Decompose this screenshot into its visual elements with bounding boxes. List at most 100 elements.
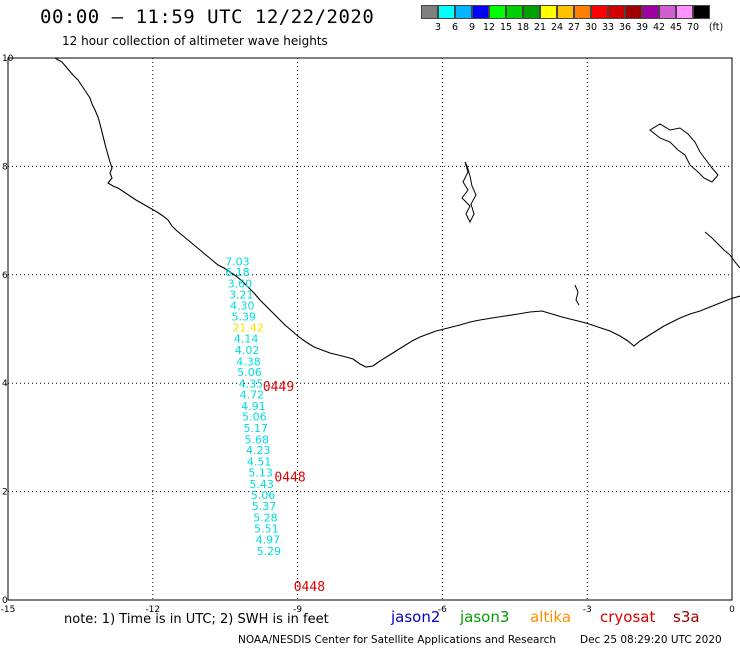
footer-credit: NOAA/NESDIS Center for Satellite Applica… [238,634,556,646]
legend-tick-label: 33 [601,22,615,33]
wave-height-value: 4.30 [230,299,255,312]
legend-tick-label: 9 [468,22,476,33]
wave-height-value: 21.42 [232,322,264,335]
legend-swatch [676,5,693,19]
legend-swatch [455,5,472,19]
legend-tick-label: 18 [516,22,530,33]
inland-river-outline [649,123,719,183]
wave-height-value: 5.06 [242,411,266,424]
legend-tick-label: 3 [434,22,442,33]
y-tick-label: 10 [2,54,14,64]
satellite-name-cryosat: cryosat [600,608,656,626]
y-tick-label: 6 [2,271,8,281]
wave-height-value: 3.60 [228,277,253,290]
legend-tick-label: 36 [618,22,632,33]
wave-height-value: 5.68 [245,433,269,446]
legend-unit: (ft) [708,22,724,33]
legend-swatch [472,5,489,19]
legend-tick-label: 42 [652,22,666,33]
legend-tick-label: 24 [550,22,564,33]
footer-timestamp: Dec 25 08:29:20 UTC 2020 [580,634,722,646]
satellite-name-s3a: s3a [673,608,700,626]
legend-swatch [625,5,642,19]
legend-swatch [489,5,506,19]
wave-height-value: 5.17 [244,422,268,435]
legend-tick-label: 15 [499,22,513,33]
pass-time-label: 0449 [263,380,294,395]
satellite-name-jason2: jason2 [391,608,441,626]
wave-height-value: 5.29 [257,545,282,558]
wave-height-value: 5.06 [237,366,262,379]
page-title: 00:00 – 11:59 UTC 12/22/2020 [40,6,375,28]
west-africa-coastline [54,57,740,368]
legend-swatch [574,5,591,19]
wave-height-value: 5.43 [249,478,273,491]
page-subtitle: 12 hour collection of altimeter wave hei… [62,34,328,48]
map-grid [7,57,733,601]
axis-labels: -15 -12 -9 -6 -3 0 0 2 4 6 8 10 [1,54,735,615]
x-tick-label: -9 [293,605,302,615]
wave-height-value: 4.23 [246,444,270,457]
legend-ticks: 3 6 9 12 15 18 21 24 27 30 33 36 39 42 45 70 (ft) [421,22,723,36]
legend-swatch [438,5,455,19]
y-tick-label: 2 [2,488,8,498]
wave-height-value: 4.38 [236,355,261,368]
legend-tick-label: 27 [567,22,581,33]
legend-swatch [557,5,574,19]
x-tick-label: -3 [583,605,592,615]
x-tick-label: -15 [1,605,16,615]
wave-height-value: 5.13 [248,466,272,479]
legend-swatch [642,5,659,19]
map-frame [7,57,733,601]
wave-height-value: 5.28 [253,511,278,524]
legend-tick-label: 6 [451,22,459,33]
legend-swatch [540,5,557,19]
legend-tick-label: 12 [482,22,496,33]
wave-height-value: 5.06 [251,489,275,502]
wave-height-value: 5.51 [254,522,279,535]
lake-volta-outline [461,161,477,224]
wave-height-value: 3.21 [229,289,254,302]
satellite-name-altika: altika [530,608,572,626]
color-legend: 3 6 9 12 15 18 21 24 27 30 33 36 39 42 45 70 (ft) [421,5,723,36]
legend-swatch [421,5,438,19]
y-tick-label: 8 [2,162,8,172]
legend-tick-label: 39 [635,22,649,33]
wave-height-value: 4.72 [240,388,265,401]
x-tick-label: 0 [729,605,735,615]
legend-tick-label: 70 [686,22,700,33]
wave-height-value: 4.91 [241,400,265,413]
legend-tick-label: 21 [533,22,547,33]
y-tick-label: 0 [2,596,8,606]
x-tick-label: -12 [145,605,160,615]
wave-height-value: 4.14 [234,333,259,346]
wave-height-value: 5.39 [231,310,256,323]
legend-tick-label: 30 [584,22,598,33]
small-inlet [574,284,580,306]
east-coast-fragment [704,231,740,269]
satellite-name-jason3: jason3 [460,608,510,626]
pass-time-labels: 0449 0448 0448 [263,380,325,595]
pass-time-label: 0448 [274,470,305,485]
wave-height-value: 4.51 [247,456,271,469]
wave-height-value: 4.97 [256,534,281,547]
legend-tick-label: 45 [669,22,683,33]
wave-height-value: 7.03 [225,256,250,269]
legend-swatches [421,5,710,19]
footer-note: note: 1) Time is in UTC; 2) SWH is in fe… [64,612,329,627]
legend-swatch [659,5,676,19]
legend-swatch [591,5,608,19]
wave-height-value: 5.37 [252,500,277,513]
wave-height-value: 6.18 [225,266,250,279]
legend-swatch [523,5,540,19]
coastline [54,57,740,368]
legend-swatch [693,5,710,19]
x-tick-label: -6 [438,605,447,615]
legend-swatch [608,5,625,19]
pass-time-label: 0448 [294,580,325,595]
wave-height-value: 4.35 [239,378,264,391]
altimeter-readings: 7.036.183.603.214.305.3921.424.144.024.3… [225,256,281,558]
y-tick-label: 4 [2,379,8,389]
legend-swatch [506,5,523,19]
